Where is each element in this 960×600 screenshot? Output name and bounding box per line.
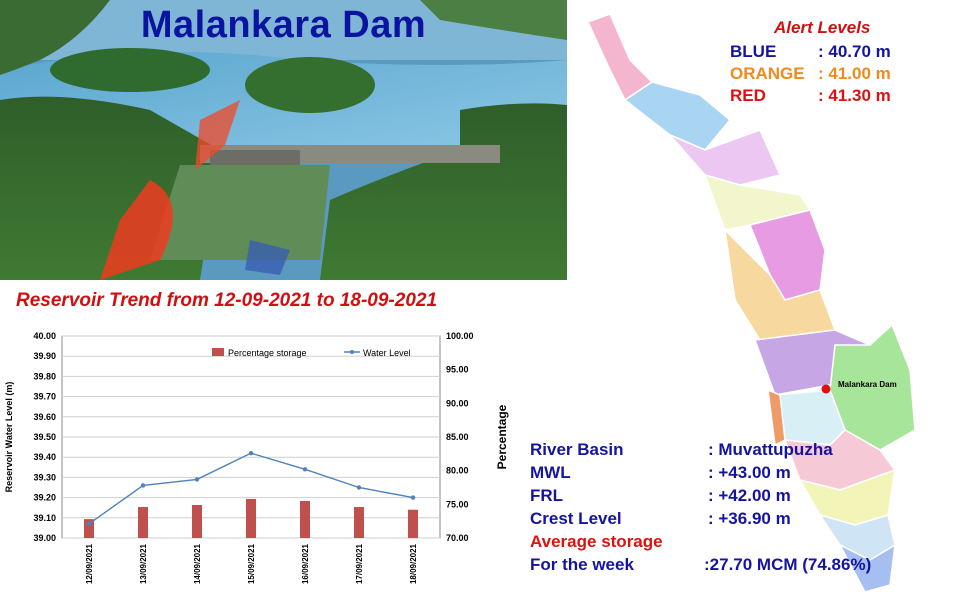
y-tick-label: 39.50 <box>33 432 56 442</box>
y2-tick-label: 80.00 <box>446 466 469 476</box>
y-axis-ticks: 39.00 39.10 39.20 39.30 39.40 39.50 39.60 39.70… <box>33 331 56 543</box>
info-label: Crest Level <box>530 509 622 528</box>
x-tick-label: 12/09/2021 <box>85 543 94 584</box>
y-tick-label: 39.60 <box>33 412 56 422</box>
info-label: Average storage <box>530 532 663 551</box>
dam-location-marker <box>821 384 831 394</box>
storage-bar <box>84 519 94 538</box>
alert-level-value: : 40.70 m <box>818 42 891 61</box>
district-region <box>838 543 896 593</box>
dam-title: Malankara Dam <box>140 4 427 46</box>
water-level-point <box>140 483 146 488</box>
alert-level-name: BLUE <box>730 42 777 61</box>
line-series <box>86 450 416 527</box>
water-level-point <box>194 477 200 482</box>
storage-bar <box>246 498 256 538</box>
x-tick-label: 18/09/2021 <box>409 543 418 584</box>
water-level-point <box>410 495 416 500</box>
alert-levels-title: Alert Levels <box>774 18 871 37</box>
y-tick-label: 39.70 <box>33 392 56 402</box>
info-label: FRL <box>530 486 564 505</box>
storage-bar <box>300 500 310 538</box>
storage-bar <box>192 505 202 538</box>
info-label: MWL <box>530 463 571 482</box>
dam-aerial-photo <box>0 0 567 280</box>
storage-bar <box>354 507 364 538</box>
storage-bar <box>138 507 148 538</box>
water-level-point <box>248 450 254 456</box>
y2-tick-label: 90.00 <box>446 398 469 408</box>
y2-tick-label: 95.00 <box>446 365 469 375</box>
chart-legend: Percentage storage Water Level <box>212 348 411 358</box>
alert-row-orange: ORANGE : 41.00 m <box>730 64 891 84</box>
alert-level-name: ORANGE <box>730 64 805 83</box>
water-level-point <box>302 467 308 472</box>
info-label: River Basin <box>530 440 624 459</box>
info-value: :27.70 MCM (74.86%) <box>704 555 872 574</box>
y-tick-label: 39.30 <box>33 472 56 482</box>
x-tick-label: 14/09/2021 <box>193 543 202 584</box>
legend-bar-label: Percentage storage <box>228 348 307 358</box>
alert-level-value: : 41.30 m <box>818 86 891 105</box>
alert-level-name: RED <box>730 86 766 105</box>
y-tick-label: 39.00 <box>33 533 56 543</box>
y2-tick-label: 100.00 <box>446 331 474 341</box>
alert-row-blue: BLUE : 40.70 m <box>730 42 891 62</box>
dam-photo-image <box>0 0 567 280</box>
legend-line-marker <box>350 350 354 354</box>
alert-level-value: : 41.00 m <box>818 64 891 83</box>
kerala-district-map: Malankara Dam <box>586 13 916 593</box>
reservoir-trend-chart: 39.00 39.10 39.20 39.30 39.40 39.50 39.60 39.70… <box>4 331 509 584</box>
x-tick-label: 15/09/2021 <box>247 543 256 584</box>
water-level-point <box>86 521 92 527</box>
info-value: : +43.00 m <box>708 463 791 482</box>
y-tick-label: 39.40 <box>33 452 56 462</box>
trend-title: Reservoir Trend from 12-09-2021 to 18-09… <box>16 290 438 311</box>
dam-location-label: Malankara Dam <box>838 380 897 389</box>
y-tick-label: 39.90 <box>33 351 56 361</box>
legend-line-label: Water Level <box>363 348 411 358</box>
y2-axis-ticks: 70.00 75.00 80.00 85.00 90.00 95.00 100.00 <box>446 331 474 543</box>
storage-bar <box>408 509 418 538</box>
alert-row-red: RED : 41.30 m <box>730 86 891 106</box>
y-axis-label: Reservoir Water Level (m) <box>4 382 14 493</box>
y-tick-label: 39.10 <box>33 513 56 523</box>
bar-series <box>84 498 418 538</box>
x-tick-label: 17/09/2021 <box>355 543 364 584</box>
y2-axis-label: Percentage <box>495 404 509 469</box>
info-value: : +36.90 m <box>708 509 791 528</box>
y-tick-label: 39.20 <box>33 493 56 503</box>
info-value: : Muvattupuzha <box>708 440 833 459</box>
y2-tick-label: 85.00 <box>446 432 469 442</box>
y2-tick-label: 70.00 <box>446 533 469 543</box>
y-tick-label: 39.80 <box>33 371 56 381</box>
district-region <box>723 227 837 341</box>
district-region <box>586 13 654 102</box>
x-tick-label: 16/09/2021 <box>301 543 310 584</box>
y2-tick-label: 75.00 <box>446 499 469 509</box>
x-tick-label: 13/09/2021 <box>139 543 148 584</box>
y-tick-label: 40.00 <box>33 331 56 341</box>
x-axis-ticks: 12/09/2021 13/09/2021 14/09/2021 15/09/2021… <box>85 543 418 584</box>
info-label: For the week <box>530 555 634 574</box>
info-value: : +42.00 m <box>708 486 791 505</box>
legend-bar-swatch <box>212 348 224 356</box>
water-level-point <box>356 485 362 490</box>
